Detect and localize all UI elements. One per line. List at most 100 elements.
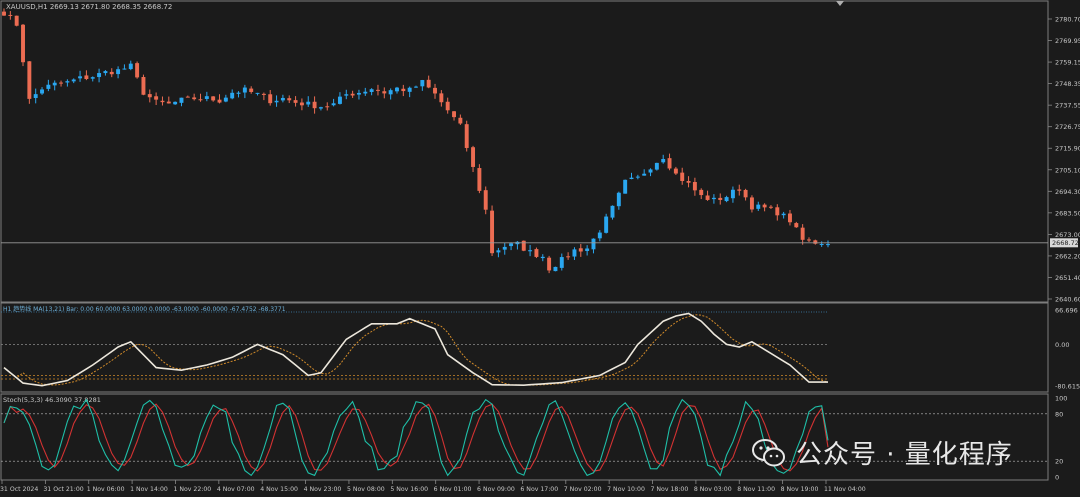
candle-bull — [33, 94, 38, 99]
candle-bull — [306, 101, 311, 105]
price-label: 2748.35 — [1055, 80, 1080, 88]
price-label: 2769.95 — [1055, 37, 1080, 45]
candle-bull — [103, 71, 108, 74]
candle-bear — [382, 91, 387, 94]
price-label: 2651.40 — [1055, 274, 1080, 282]
candle-bull — [629, 177, 634, 180]
candle-bear — [147, 94, 152, 98]
time-label: 31 Oct 2024 — [0, 486, 38, 493]
candle-bull — [395, 87, 399, 92]
candle-bull — [356, 92, 361, 95]
candle-bull — [52, 82, 57, 86]
candle-bear — [312, 101, 317, 109]
candle-bear — [578, 248, 583, 252]
candle-bull — [642, 173, 647, 176]
candle-bear — [794, 223, 799, 228]
price-label: 2694.30 — [1055, 188, 1080, 196]
candle-bear — [84, 75, 89, 80]
candle-bear — [471, 147, 476, 167]
candle-bear — [217, 99, 222, 103]
candle-bear — [800, 227, 805, 240]
candle-bear — [477, 168, 482, 191]
candle-bull — [255, 92, 260, 94]
candle-bull — [40, 89, 44, 94]
candle-bear — [160, 100, 165, 103]
time-axis: 31 Oct 2024 31 Oct 21:00 1 Nov 06:00 1 Nov … — [0, 480, 866, 493]
time-label: 6 Nov 01:00 — [434, 486, 472, 493]
stochastic-level-label: 0 — [1055, 474, 1059, 482]
candle-bull — [502, 246, 507, 250]
candle-bull — [173, 101, 178, 105]
price-label: 2673.00 — [1055, 231, 1080, 239]
oscillator-level-label: 0.00 — [1055, 341, 1069, 349]
time-label: 31 Oct 21:00 — [43, 486, 83, 493]
price-label: 2737.55 — [1055, 102, 1080, 110]
candle-bull — [553, 266, 558, 272]
price-label: 2726.75 — [1055, 123, 1080, 131]
oscillator-level-label: 66.696 — [1055, 307, 1078, 315]
candle-bull — [122, 68, 127, 70]
oscillator-panel-frame — [0, 302, 1049, 393]
candle-bull — [648, 169, 653, 173]
candle-bear — [401, 88, 406, 92]
time-label: 5 Nov 16:00 — [390, 486, 428, 493]
oscillator-main-line — [3, 312, 828, 387]
time-label: 1 Nov 06:00 — [87, 486, 125, 493]
time-label: 11 Nov 04:00 — [824, 486, 866, 493]
oscillator-info: H1 趋势线 MA(13,21) Bar: 0.00 60.0000 63.00… — [3, 305, 286, 313]
candle-bear — [325, 106, 330, 108]
candle-bear — [287, 98, 292, 101]
candle-bull — [337, 96, 342, 104]
candle-bear — [299, 102, 304, 106]
candle-bear — [775, 207, 780, 216]
symbol-info: XAUUSD,H1 2669.13 2671.80 2668.35 2668.7… — [6, 3, 172, 11]
candle-bull — [610, 205, 615, 218]
candle-bull — [635, 176, 640, 178]
candle-bull — [591, 238, 596, 250]
candle-bear — [743, 189, 748, 198]
candle-bear — [762, 204, 767, 208]
stochastic-main-line — [3, 398, 829, 477]
stochastic-series: 100 80 20 0 — [1, 395, 1067, 482]
stochastic-signal-line — [3, 403, 829, 472]
candle-bear — [566, 256, 571, 258]
candle-bull — [616, 192, 621, 207]
candle-bull — [407, 87, 412, 92]
candle-bear — [109, 71, 114, 75]
candle-bear — [490, 210, 495, 254]
candle-bear — [521, 240, 526, 251]
current-price-box — [1050, 238, 1078, 248]
candle-bear — [547, 257, 552, 271]
candle-bear — [686, 181, 691, 183]
candle-bear — [268, 94, 273, 104]
candle-bull — [756, 204, 761, 209]
main-panel-frame — [0, 0, 1049, 303]
candle-bear — [192, 97, 197, 100]
stochastic-level-label: 20 — [1055, 458, 1063, 466]
candle-bull — [363, 91, 368, 94]
candle-bull — [420, 80, 425, 87]
candle-bull — [572, 249, 577, 257]
candle-bear — [737, 189, 742, 191]
candle-bear — [426, 79, 431, 88]
candle-bear — [21, 24, 25, 63]
candle-bear — [293, 100, 298, 103]
candle-bull — [90, 77, 95, 79]
candle-bull — [597, 232, 602, 239]
candle-bear — [692, 181, 697, 191]
wechat-icon — [752, 438, 785, 466]
candle-bull — [711, 197, 716, 200]
price-label: 2705.10 — [1055, 166, 1080, 174]
time-label: 8 Nov 19:00 — [781, 486, 819, 493]
candle-bull — [230, 92, 235, 99]
time-label: 1 Nov 14:00 — [130, 486, 168, 493]
price-label: 2640.60 — [1055, 296, 1080, 304]
chart-shift-marker[interactable] — [836, 1, 844, 6]
candle-bull — [559, 257, 564, 268]
candle-bull — [242, 87, 247, 93]
candle-bear — [768, 206, 773, 208]
time-label: 8 Nov 03:00 — [694, 486, 732, 493]
candle-bull — [116, 69, 121, 75]
time-label: 7 Nov 02:00 — [564, 486, 602, 493]
